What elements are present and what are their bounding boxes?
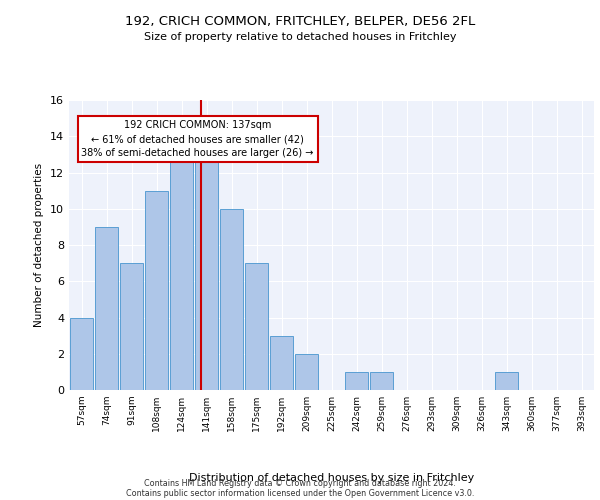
X-axis label: Distribution of detached houses by size in Fritchley: Distribution of detached houses by size … xyxy=(189,473,474,483)
Bar xyxy=(344,372,368,390)
Text: Size of property relative to detached houses in Fritchley: Size of property relative to detached ho… xyxy=(144,32,456,42)
Bar xyxy=(145,190,169,390)
Bar xyxy=(269,336,293,390)
Y-axis label: Number of detached properties: Number of detached properties xyxy=(34,163,44,327)
Bar xyxy=(295,354,319,390)
Bar xyxy=(370,372,394,390)
Text: Contains public sector information licensed under the Open Government Licence v3: Contains public sector information licen… xyxy=(126,488,474,498)
Bar xyxy=(170,154,193,390)
Bar xyxy=(194,154,218,390)
Bar xyxy=(245,263,268,390)
Bar xyxy=(70,318,94,390)
Bar xyxy=(119,263,143,390)
Text: 192, CRICH COMMON, FRITCHLEY, BELPER, DE56 2FL: 192, CRICH COMMON, FRITCHLEY, BELPER, DE… xyxy=(125,15,475,28)
Bar xyxy=(494,372,518,390)
Text: 192 CRICH COMMON: 137sqm
← 61% of detached houses are smaller (42)
38% of semi-d: 192 CRICH COMMON: 137sqm ← 61% of detach… xyxy=(82,120,314,158)
Bar xyxy=(95,227,118,390)
Bar xyxy=(220,209,244,390)
Text: Contains HM Land Registry data © Crown copyright and database right 2024.: Contains HM Land Registry data © Crown c… xyxy=(144,478,456,488)
